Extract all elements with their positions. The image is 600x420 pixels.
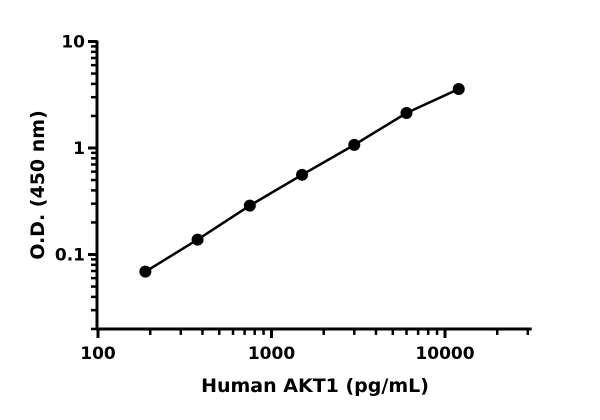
data-point (296, 168, 309, 181)
x-axis-title: Human AKT1 (pg/mL) (201, 375, 429, 397)
y-axis-title: O.D. (450 nm) (27, 110, 49, 260)
y-axis: 0.1 1 10 (55, 33, 99, 331)
x-tick-label: 100 (80, 344, 116, 364)
x-tick-label: 1000 (248, 344, 295, 364)
data-point (139, 265, 152, 278)
data-point (243, 199, 256, 212)
y-tick-label: 0.1 (55, 246, 85, 266)
data-point (348, 138, 361, 151)
data-point (191, 233, 204, 246)
x-axis: 100 1000 10000 (80, 327, 532, 364)
y-tick-label: 10 (61, 33, 85, 53)
data-point (452, 83, 465, 96)
data-point (400, 107, 413, 120)
x-tick-label: 10000 (415, 344, 474, 364)
data-series (139, 83, 465, 278)
y-tick-label: 1 (73, 139, 85, 159)
